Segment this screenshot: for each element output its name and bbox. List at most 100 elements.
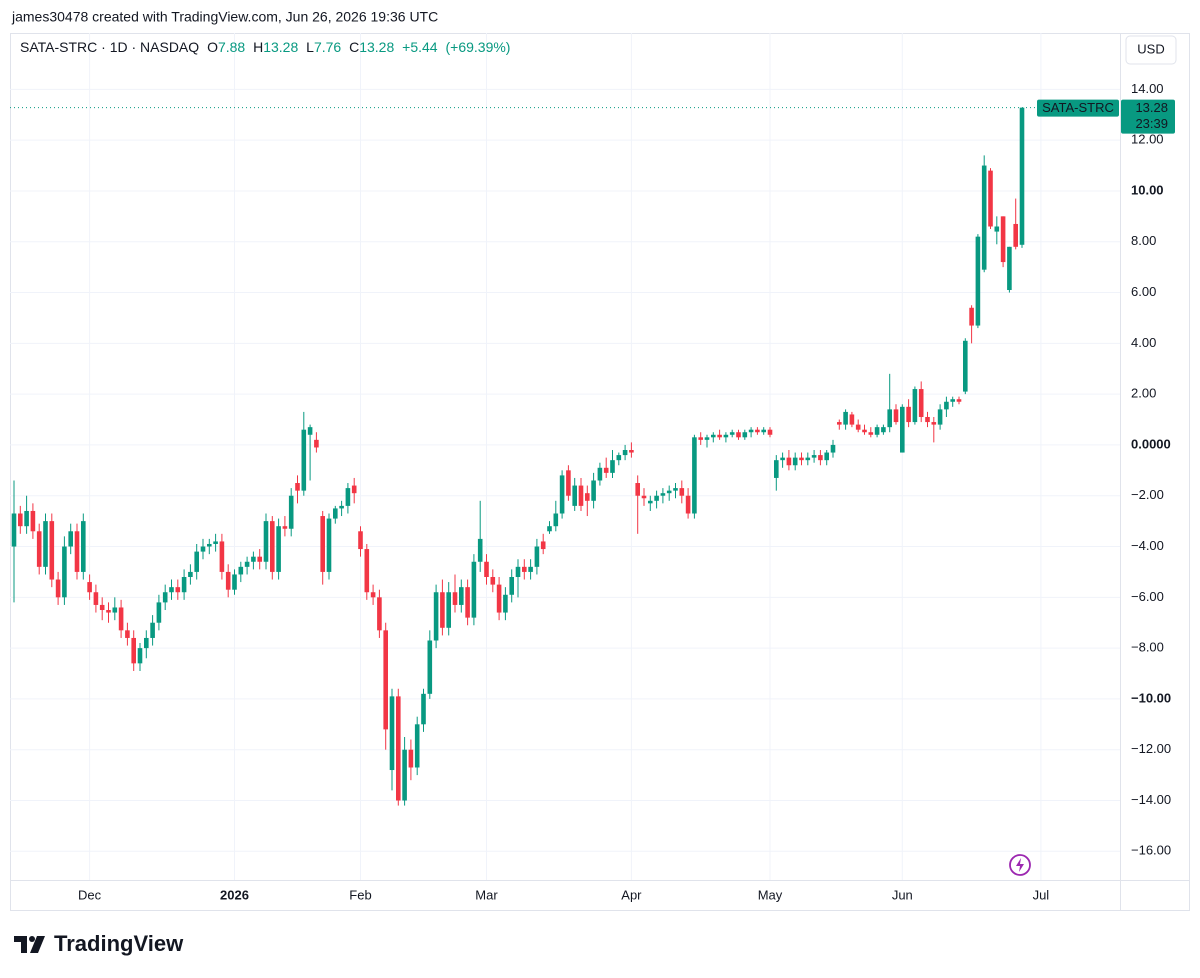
y-tick-label: −16.00 (1131, 843, 1171, 858)
logo-t (14, 936, 27, 953)
candle-body (112, 607, 118, 613)
candle-body (402, 749, 407, 801)
candle-body (931, 422, 937, 425)
candle-body (660, 493, 666, 496)
candle-body (137, 648, 143, 664)
candle-body (333, 508, 338, 519)
y-tick-label: −10.00 (1131, 690, 1171, 705)
candles (10, 107, 1120, 806)
candle-body (421, 693, 426, 725)
event-icon[interactable] (1009, 854, 1031, 876)
open-label: O (207, 39, 218, 55)
candle-body (635, 483, 640, 496)
candle-body (540, 541, 546, 550)
candle-body (471, 561, 477, 618)
candle-body (610, 460, 615, 473)
candle-body (490, 576, 496, 585)
change: +5.44 (402, 39, 438, 55)
candle-body (603, 467, 609, 473)
candle-body (175, 587, 181, 593)
candle-body (792, 457, 798, 466)
candle-body (62, 546, 67, 598)
candle-body (881, 427, 886, 433)
candle-body (944, 401, 949, 410)
candle-body (503, 594, 508, 613)
candle-body (496, 584, 502, 613)
candle-body (446, 592, 451, 628)
candle-body (99, 604, 105, 611)
candle-body (1000, 216, 1006, 263)
candle-body (994, 226, 1000, 232)
candle-body (578, 485, 584, 506)
candle-body (452, 592, 458, 605)
candle-body (918, 389, 924, 417)
candle-body (383, 630, 388, 730)
y-tick-label: 2.00 (1131, 386, 1156, 401)
candle-body (156, 602, 162, 623)
candle-body (988, 170, 993, 227)
price-tag-box (1121, 99, 1175, 134)
currency[interactable]: USD (1137, 41, 1164, 56)
candle-body (74, 531, 80, 572)
candle-body (704, 437, 710, 440)
candle-body (314, 439, 319, 448)
legend: SATA-STRC · 1D · NASDAQ O7.88 H13.28 L7.… (20, 39, 510, 55)
candle-body (11, 513, 17, 547)
candle-body (93, 592, 99, 605)
candle-body (855, 424, 861, 430)
candle-body (288, 495, 294, 529)
candle-body (673, 488, 678, 491)
x-tick-label: Apr (621, 887, 642, 902)
x-tick-label: Feb (349, 887, 371, 902)
y-tick-label: −6.00 (1131, 589, 1164, 604)
candle-body (131, 637, 136, 664)
y-tick-label: −12.00 (1131, 741, 1171, 756)
candle-body (981, 165, 987, 270)
candle-body (276, 526, 281, 572)
candle-body (144, 637, 149, 649)
candle-body (81, 521, 86, 572)
candle-body (377, 597, 382, 631)
close-value: 13.28 (359, 39, 394, 55)
close-label: C (349, 39, 359, 55)
candle-body (685, 495, 691, 514)
price-tag-countdown: 23:39 (1135, 116, 1168, 131)
candle-body (843, 411, 848, 425)
candle-body (427, 640, 433, 694)
candle-body (723, 434, 729, 438)
candle-body (408, 749, 414, 768)
candle-body (679, 488, 685, 496)
candle-body (862, 429, 867, 433)
candle-body (799, 457, 804, 461)
candle-body (358, 531, 363, 550)
price-tag-value: 13.28 (1135, 100, 1168, 115)
candle-body (755, 429, 760, 433)
candle-body (200, 546, 206, 552)
candle-body (534, 546, 540, 567)
candle-body (225, 571, 231, 590)
grid (10, 33, 1120, 880)
candle-body (188, 571, 193, 577)
y-tick-label: −8.00 (1131, 640, 1164, 655)
candle-body (528, 566, 533, 572)
candle-body (729, 432, 735, 435)
high-value: 13.28 (263, 39, 298, 55)
logo-dot (29, 936, 35, 942)
y-tick-label: 12.00 (1131, 132, 1164, 147)
candle-body (818, 455, 823, 461)
candle-body (18, 513, 23, 527)
event-bolt (1016, 858, 1024, 872)
candle-body (49, 521, 55, 580)
candle-body (43, 521, 48, 567)
x-tick-label: Jul (1033, 887, 1050, 902)
candle-body (887, 409, 892, 428)
candle-body (251, 556, 256, 562)
candle-body (666, 490, 672, 494)
candle-body (30, 510, 36, 532)
candle-body (761, 429, 766, 433)
candle-body (326, 518, 332, 572)
candle-body (950, 399, 955, 402)
currency-button[interactable] (1125, 35, 1177, 65)
candle-body (547, 526, 552, 532)
